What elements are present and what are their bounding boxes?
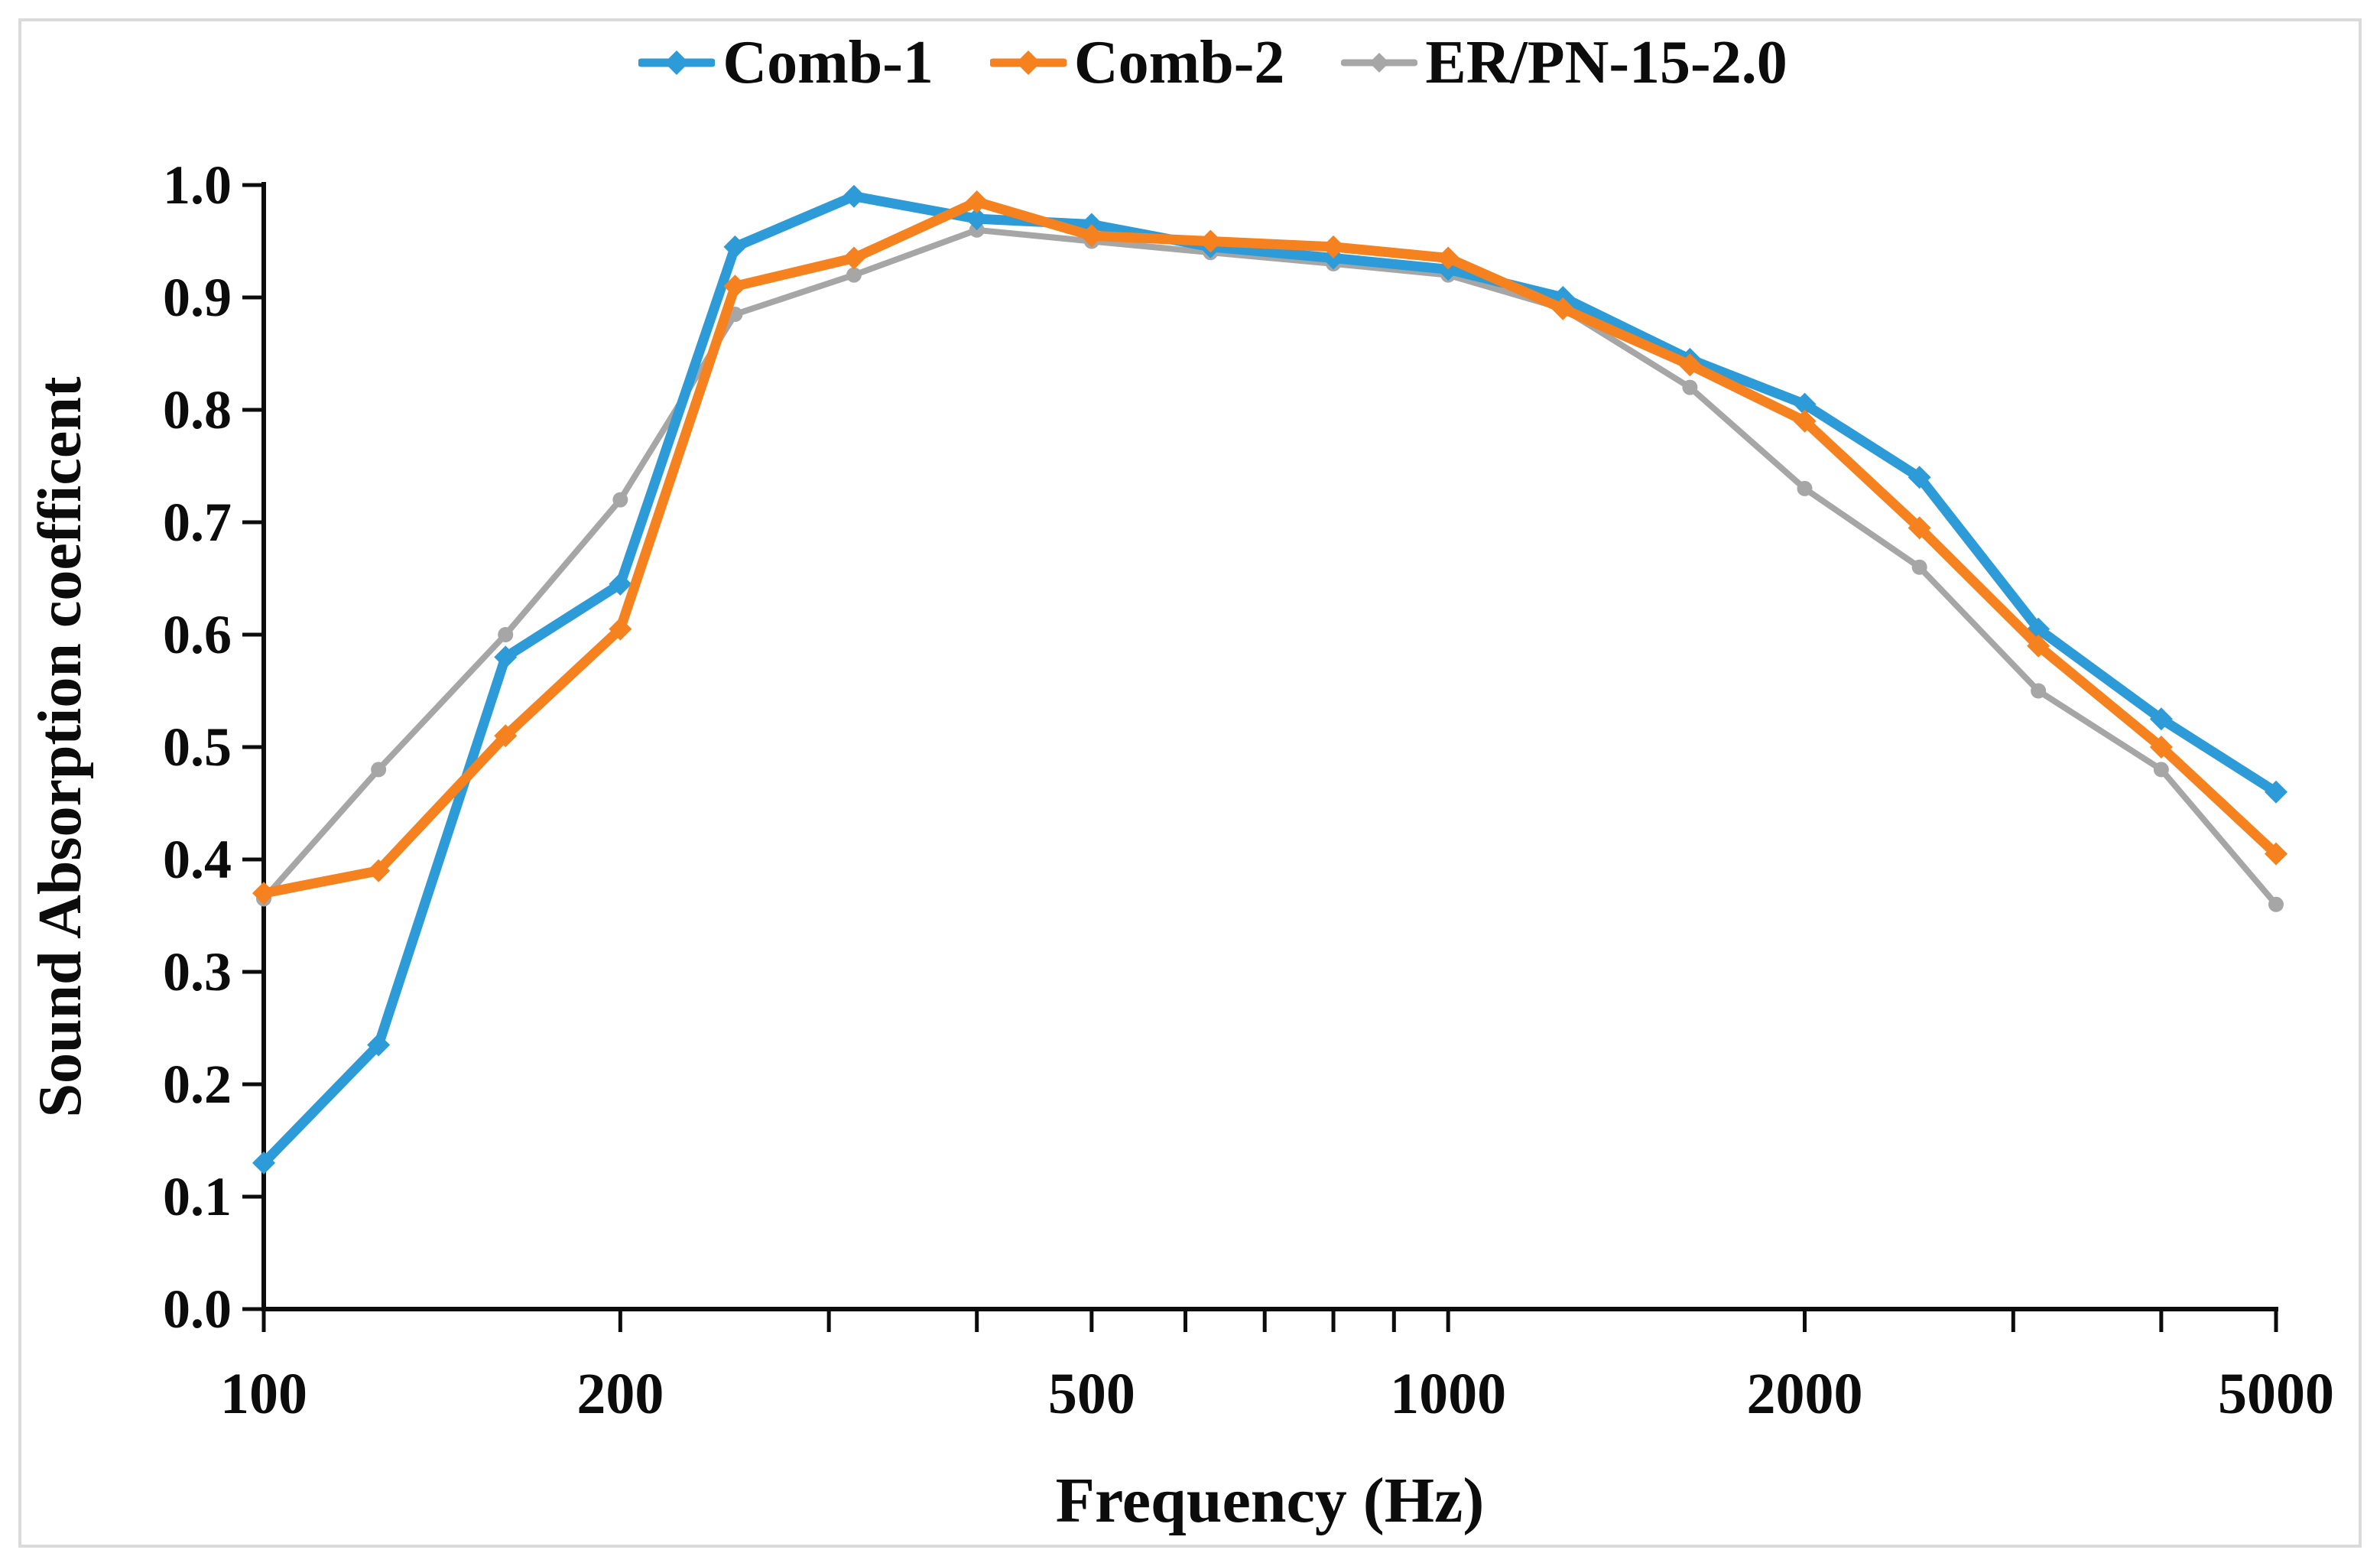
data-point-ER/PN-15-2.0 <box>2153 762 2169 778</box>
y-tick-label: 1.0 <box>163 154 232 216</box>
chart-legend: Comb-1 Comb-2 ER/PN-15-2.0 <box>0 32 2380 93</box>
data-point-Comb-1 <box>609 572 632 596</box>
legend-item-comb2: Comb-2 <box>989 29 1285 96</box>
x-tick-label: 1000 <box>1390 1362 1506 1426</box>
data-point-Comb-2 <box>1678 353 1702 377</box>
data-point-Comb-2 <box>1437 246 1460 270</box>
data-point-Comb-2 <box>1080 224 1103 248</box>
series-line-Comb-1 <box>258 191 2281 1168</box>
legend-label-comb1: Comb-1 <box>722 29 933 96</box>
data-point-Comb-1 <box>367 1033 391 1057</box>
legend-marker-comb2-icon <box>989 50 1067 75</box>
data-point-ER/PN-15-2.0 <box>2031 683 2047 699</box>
y-tick-label: 0.4 <box>163 829 232 890</box>
x-tick-label: 500 <box>1048 1362 1135 1426</box>
data-point-Comb-2 <box>2027 634 2050 658</box>
series-line-ER/PN-15-2.0 <box>261 226 2279 908</box>
data-point-Comb-2 <box>1322 235 1346 258</box>
data-point-Comb-2 <box>252 882 275 905</box>
data-point-Comb-2 <box>965 190 989 214</box>
data-point-Comb-2 <box>2265 842 2287 866</box>
data-point-Comb-2 <box>494 724 518 748</box>
y-tick-label: 0.5 <box>163 716 232 778</box>
data-point-Comb-2 <box>723 275 747 298</box>
legend-item-comb1: Comb-1 <box>638 32 933 93</box>
x-axis-title: Frequency (Hz) <box>1056 1465 1485 1536</box>
data-point-Comb-1 <box>1908 466 1931 489</box>
y-tick-label: 0.6 <box>163 604 232 665</box>
data-point-Comb-1 <box>1793 392 1817 416</box>
data-point-Comb-1 <box>494 645 518 669</box>
data-point-Comb-1 <box>842 184 865 208</box>
y-axis-title: Sound Absorption coefficent <box>27 376 94 1117</box>
data-point-Comb-1 <box>2265 780 2287 804</box>
x-tick-label: 2000 <box>1747 1362 1863 1426</box>
y-tick-label: 0.3 <box>163 941 232 1002</box>
data-point-Comb-2 <box>1199 229 1222 253</box>
data-point-Comb-1 <box>252 1151 275 1174</box>
data-point-Comb-2 <box>1793 409 1817 433</box>
x-tick-label: 5000 <box>2218 1362 2334 1426</box>
data-point-Comb-2 <box>1908 516 1931 540</box>
data-point-Comb-1 <box>965 207 989 231</box>
data-point-Comb-2 <box>842 246 865 270</box>
data-point-ER/PN-15-2.0 <box>498 627 514 642</box>
data-point-Comb-2 <box>2149 736 2173 759</box>
data-point-Comb-1 <box>2149 707 2173 731</box>
legend-marker-erpn-icon <box>1341 53 1418 73</box>
x-tick-label: 200 <box>576 1362 664 1426</box>
data-point-ER/PN-15-2.0 <box>2268 896 2284 912</box>
data-point-ER/PN-15-2.0 <box>1911 559 1927 575</box>
data-point-Comb-2 <box>1551 297 1575 320</box>
data-point-ER/PN-15-2.0 <box>1682 379 1698 395</box>
data-point-ER/PN-15-2.0 <box>371 762 387 778</box>
legend-label-erpn: ER/PN-15-2.0 <box>1425 29 1787 96</box>
x-tick-label: 100 <box>220 1362 307 1426</box>
legend-label-comb2: Comb-2 <box>1073 29 1285 96</box>
legend-marker-comb1-icon <box>638 50 716 75</box>
data-point-Comb-1 <box>723 235 747 258</box>
y-tick-label: 0.9 <box>163 267 232 328</box>
legend-item-erpn: ER/PN-15-2.0 <box>1341 32 1787 93</box>
data-point-ER/PN-15-2.0 <box>1797 480 1813 496</box>
y-tick-label: 0.0 <box>163 1278 232 1340</box>
data-point-Comb-2 <box>609 617 632 641</box>
data-point-Comb-2 <box>367 859 391 882</box>
data-point-ER/PN-15-2.0 <box>612 492 628 508</box>
y-tick-label: 0.1 <box>163 1166 232 1227</box>
series-line-Comb-2 <box>258 197 2281 898</box>
y-tick-label: 0.7 <box>163 492 232 553</box>
data-point-ER/PN-15-2.0 <box>846 267 862 283</box>
y-tick-label: 0.8 <box>163 379 232 440</box>
y-tick-label: 0.2 <box>163 1054 232 1115</box>
